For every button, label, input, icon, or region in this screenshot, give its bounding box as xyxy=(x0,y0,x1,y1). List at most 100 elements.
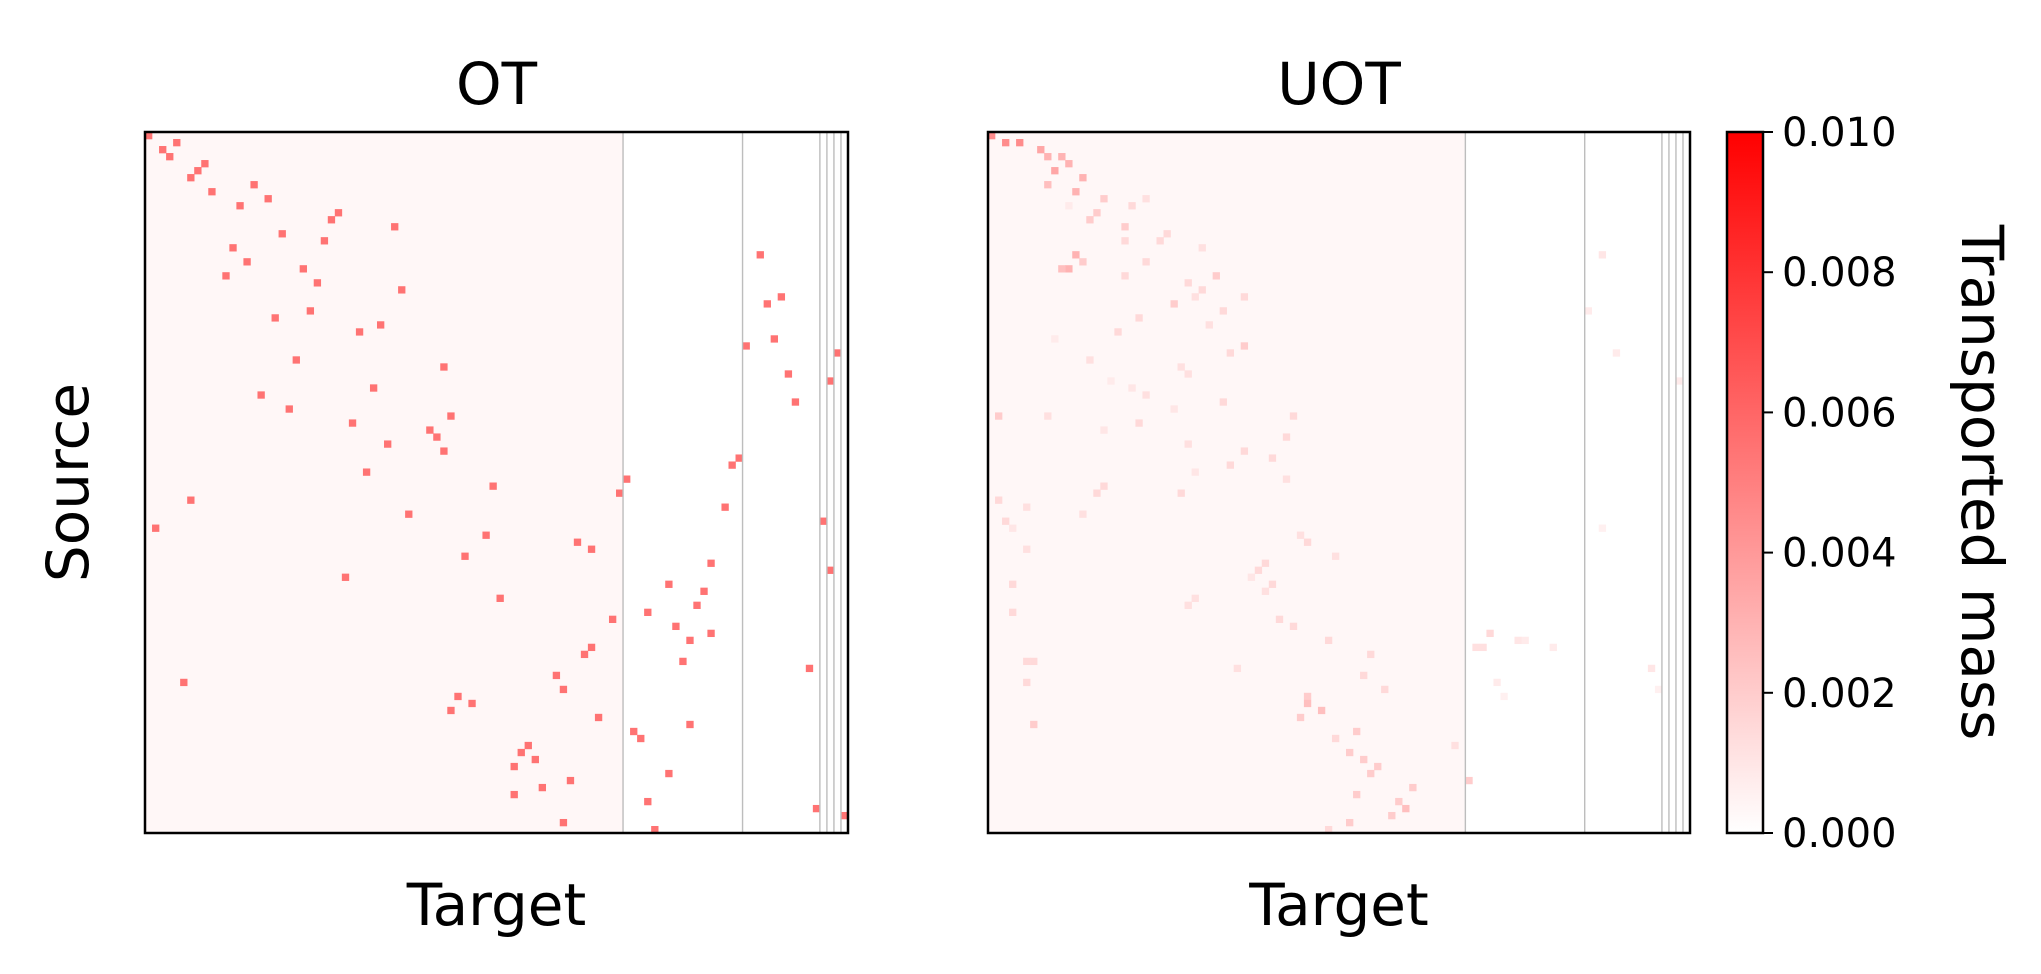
heatmap-cell xyxy=(1409,783,1417,792)
uot-x-axis-label: Target xyxy=(1248,871,1428,939)
heatmap-cell xyxy=(637,734,645,743)
heatmap-cell xyxy=(616,489,624,497)
heatmap-cell xyxy=(1268,454,1277,462)
heatmap-cell xyxy=(1212,272,1220,280)
heatmap-cell xyxy=(1023,657,1031,666)
heatmap-cell xyxy=(1051,167,1059,175)
uot-column-separators xyxy=(1464,132,1684,833)
heatmap-cell xyxy=(1268,580,1277,588)
heatmap-cell xyxy=(665,769,673,778)
heatmap-cell xyxy=(1388,811,1396,820)
heatmap-cell xyxy=(1184,440,1192,448)
heatmap-cell xyxy=(552,671,561,680)
heatmap-cell xyxy=(180,678,188,687)
heatmap-cell xyxy=(1521,636,1529,645)
heatmap-cell xyxy=(1184,601,1192,609)
heatmap-cell xyxy=(1121,272,1129,280)
heatmap-cell xyxy=(376,321,385,329)
heatmap-cell xyxy=(1058,265,1066,273)
heatmap-cell xyxy=(1282,475,1291,483)
colorbar: 0.000 0.002 0.004 0.006 0.008 0.010 Transport… xyxy=(1725,110,2016,857)
heatmap-cell xyxy=(1079,258,1087,266)
heatmap-cell xyxy=(510,762,518,771)
heatmap-cell xyxy=(1367,650,1375,659)
heatmap-cell xyxy=(1100,482,1108,490)
heatmap-cell xyxy=(1303,692,1312,701)
heatmap-cell xyxy=(327,216,336,224)
heatmap-cell xyxy=(1198,286,1206,294)
heatmap-cell xyxy=(1675,377,1684,385)
heatmap-cell xyxy=(1128,202,1136,210)
heatmap-cell xyxy=(1598,524,1607,532)
heatmap-cell xyxy=(187,496,195,504)
heatmap-cell xyxy=(524,741,532,750)
heatmap-cell xyxy=(531,755,539,764)
heatmap-cell xyxy=(1324,825,1333,834)
heatmap-cell xyxy=(1142,258,1150,266)
heatmap-cell xyxy=(1289,622,1298,631)
heatmap-cell xyxy=(791,398,800,406)
heatmap-cell xyxy=(1472,643,1480,652)
heatmap-cell xyxy=(454,692,462,701)
heatmap-cell xyxy=(236,202,244,210)
heatmap-cell xyxy=(1465,776,1473,785)
heatmap-cell xyxy=(510,790,518,799)
heatmap-cell xyxy=(1177,489,1185,497)
colorbar-label: Transported mass xyxy=(1948,224,2016,741)
heatmap-cell xyxy=(348,419,357,427)
heatmap-cell xyxy=(264,195,272,203)
heatmap-cell xyxy=(447,706,455,715)
ot-heatmap-cells xyxy=(145,132,849,834)
heatmap-cell xyxy=(1331,734,1340,743)
heatmap-cell xyxy=(152,524,160,532)
heatmap-cell xyxy=(362,468,371,476)
heatmap-cell xyxy=(995,496,1003,504)
heatmap-cell xyxy=(1261,587,1270,595)
heatmap-cell xyxy=(1184,279,1192,287)
heatmap-cell xyxy=(517,748,525,757)
heatmap-cell xyxy=(1093,489,1101,497)
heatmap-cell xyxy=(819,517,828,525)
heatmap-cell xyxy=(1163,230,1171,238)
heatmap-cell xyxy=(573,538,582,546)
colorbar-tick-label: 0.010 xyxy=(1782,110,1897,156)
heatmap-cell xyxy=(1303,699,1312,708)
colorbar-tick-label: 0.002 xyxy=(1782,671,1897,717)
heatmap-cell xyxy=(1353,727,1361,736)
heatmap-cell xyxy=(1289,412,1298,420)
heatmap-cell xyxy=(651,825,659,834)
heatmap-cell xyxy=(1037,146,1045,154)
heatmap-cell xyxy=(1100,195,1108,203)
heatmap-cell xyxy=(334,209,343,217)
heatmap-cell xyxy=(313,279,322,287)
heatmap-cell xyxy=(805,664,814,673)
colorbar-tick-label: 0.008 xyxy=(1782,250,1897,296)
heatmap-cell xyxy=(1514,636,1522,645)
heatmap-cell xyxy=(1051,335,1059,343)
heatmap-cell xyxy=(1044,412,1052,420)
heatmap-cell xyxy=(257,391,265,399)
heatmap-cell xyxy=(1058,153,1066,161)
heatmap-cell xyxy=(777,293,786,301)
ot-column-separators xyxy=(622,132,842,833)
heatmap-cell xyxy=(159,146,167,154)
heatmap-cell xyxy=(306,307,315,315)
heatmap-cell xyxy=(243,258,251,266)
heatmap-cell xyxy=(208,188,216,196)
heatmap-cell xyxy=(1612,349,1621,357)
heatmap-cell xyxy=(1219,307,1227,315)
heatmap-cell xyxy=(608,615,617,623)
heatmap-cell xyxy=(1044,153,1052,161)
heatmap-cell xyxy=(1002,517,1010,525)
heatmap-cell xyxy=(707,559,715,567)
heatmap-cell xyxy=(1177,363,1185,371)
heatmap-cell xyxy=(1009,608,1017,616)
heatmap-cell xyxy=(644,797,652,806)
heatmap-cell xyxy=(1360,755,1368,764)
heatmap-cell xyxy=(320,237,329,245)
heatmap-cell xyxy=(482,531,490,539)
heatmap-cell xyxy=(1023,545,1031,553)
heatmap-cell xyxy=(1107,377,1115,385)
heatmap-cell xyxy=(630,727,638,736)
heatmap-cell xyxy=(1023,678,1031,687)
